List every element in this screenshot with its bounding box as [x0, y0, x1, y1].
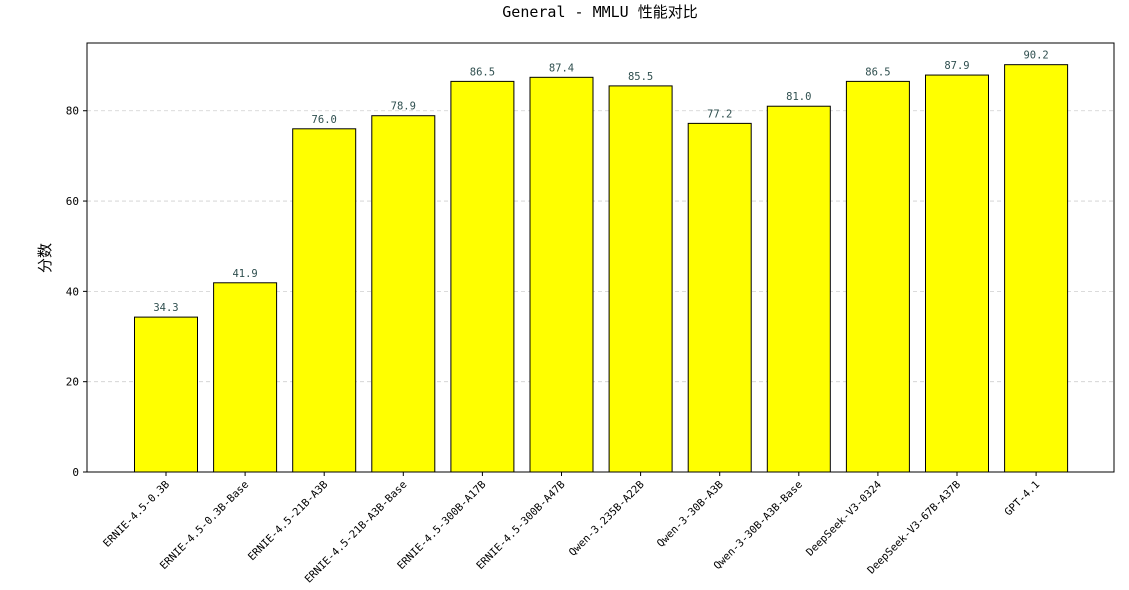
y-axis-ticks: 0 20 40 60 80	[66, 105, 87, 479]
x-tick-label: ERNIE-4.5-300B-A17B	[395, 479, 488, 572]
bar-value-label: 86.5	[865, 66, 890, 78]
bar-value-label: 41.9	[232, 268, 257, 280]
bar	[925, 74, 989, 473]
bar	[1004, 64, 1069, 473]
bar	[213, 282, 278, 473]
x-tick-label: DeepSeek-V3-67B-A37B	[865, 479, 963, 577]
bar-value-label: 81.0	[786, 91, 811, 103]
bar-value-label: 86.5	[470, 66, 495, 78]
bars	[134, 64, 1069, 473]
bar	[608, 85, 673, 473]
plot-frame	[86, 42, 1115, 473]
y-tick-label: 60	[66, 195, 79, 208]
bar	[766, 105, 831, 473]
bar	[845, 80, 910, 473]
bar-value-label: 76.0	[312, 114, 337, 126]
y-tick-label: 20	[66, 376, 79, 389]
bar-value-label: 34.3	[153, 302, 178, 314]
bar	[371, 115, 436, 473]
x-tick-label: DeepSeek-V3-0324	[804, 479, 884, 559]
bar-value-label: 85.5	[628, 71, 653, 83]
bar-value-label: 87.9	[944, 60, 969, 72]
y-tick-label: 0	[72, 466, 79, 479]
bar-value-label: 87.4	[549, 62, 574, 74]
y-tick-label: 40	[66, 285, 79, 298]
x-tick-label: Qwen-3-30B-A3B-Base	[712, 479, 805, 572]
bar	[450, 80, 515, 473]
x-tick-label: ERNIE-4.5-0.3B	[101, 479, 172, 550]
bar-value-labels: 34.3 41.9 76.0 78.9 86.5 87.4 85.5 77.2 81.0 86.5…	[153, 50, 1048, 314]
x-tick-label: ERNIE-4.5-300B-A47B	[474, 479, 567, 572]
x-tick-label: ERNIE-4.5-21B-A3B	[246, 479, 330, 563]
bar-value-label: 77.2	[707, 108, 732, 120]
y-tick-label: 80	[66, 105, 79, 118]
x-axis-ticks: ERNIE-4.5-0.3BERNIE-4.5-0.3B-BaseERNIE-4…	[101, 472, 1042, 585]
x-tick-label: ERNIE-4.5-0.3B-Base	[158, 479, 251, 572]
bar	[529, 76, 594, 473]
x-tick-label: GPT-4.1	[1002, 479, 1042, 519]
bar	[134, 316, 198, 473]
y-axis-label: 分数	[36, 243, 54, 273]
x-tick-label: Qwen-3-30B-A3B	[655, 479, 726, 550]
bar	[687, 122, 752, 473]
bar	[292, 128, 357, 473]
x-tick-label: Qwen-3.235B-A22B	[567, 479, 647, 559]
chart-title: General - MMLU 性能对比	[502, 3, 697, 21]
bar-value-label: 90.2	[1023, 50, 1048, 62]
bar-value-label: 78.9	[391, 101, 416, 113]
